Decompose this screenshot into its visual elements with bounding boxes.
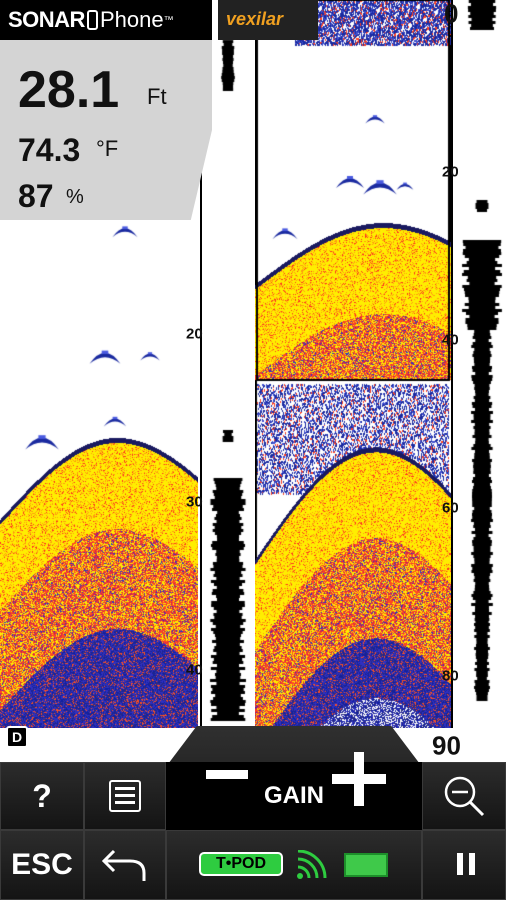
menu-icon <box>109 780 141 812</box>
partner-name: vexilar <box>226 9 284 29</box>
right-flasher-strip <box>458 0 506 728</box>
left-tick-20: 20 <box>186 325 203 343</box>
back-arrow-icon <box>101 849 146 881</box>
brand-name-light: Phone <box>99 7 164 32</box>
signal-icon <box>297 850 327 879</box>
esc-label: ESC <box>11 848 73 881</box>
right-sonar-view[interactable] <box>255 0 451 728</box>
menu-button[interactable] <box>84 762 166 830</box>
pause-icon-bar <box>469 853 475 875</box>
right-tick-0: 0 <box>444 0 459 29</box>
phone-icon <box>86 10 98 30</box>
left-tick-30: 30 <box>186 493 203 511</box>
gain-label: GAIN <box>264 782 324 809</box>
right-tick-90: 90 <box>432 730 461 761</box>
tpod-device-badge: T•POD <box>199 852 283 876</box>
zoom-out-button[interactable] <box>422 762 506 830</box>
temperature-unit: °F <box>96 136 119 161</box>
right-tick-80: 80 <box>442 667 459 685</box>
readout-panel: 28.1 Ft 74.3 °F 87 % <box>0 40 212 220</box>
esc-button[interactable]: ESC <box>0 830 84 900</box>
battery-value: 87 <box>18 178 54 214</box>
left-flasher-strip <box>208 0 248 728</box>
help-button[interactable]: ? <box>0 762 84 830</box>
right-tick-40: 40 <box>442 331 459 349</box>
depth-value: 28.1 <box>18 61 120 119</box>
beam-angle: ▲30° <box>74 738 115 755</box>
zoom-out-icon <box>444 776 485 817</box>
left-depth-scale <box>200 0 202 728</box>
mode-badge: D <box>6 726 28 748</box>
depth-unit: Ft <box>147 84 167 109</box>
trademark: ™ <box>163 14 174 26</box>
pause-icon <box>457 853 463 875</box>
brand-name-bold: SONAR <box>8 7 85 32</box>
brand-bar: SONAR Phone ™ <box>0 0 212 40</box>
battery-unit: % <box>66 186 84 208</box>
partner-logo: vexilar <box>218 0 318 40</box>
pause-button[interactable] <box>422 830 506 900</box>
right-depth-scale <box>451 0 453 728</box>
help-label: ? <box>32 777 52 814</box>
gain-minus-icon <box>206 770 248 779</box>
left-tick-40: 40 <box>186 661 203 679</box>
battery-icon <box>344 853 388 877</box>
temperature-value: 74.3 <box>18 132 81 168</box>
back-button[interactable] <box>84 830 166 900</box>
right-tick-60: 60 <box>442 499 459 517</box>
right-tick-20: 20 <box>442 163 459 181</box>
gain-plus-icon-vertical <box>354 752 364 806</box>
